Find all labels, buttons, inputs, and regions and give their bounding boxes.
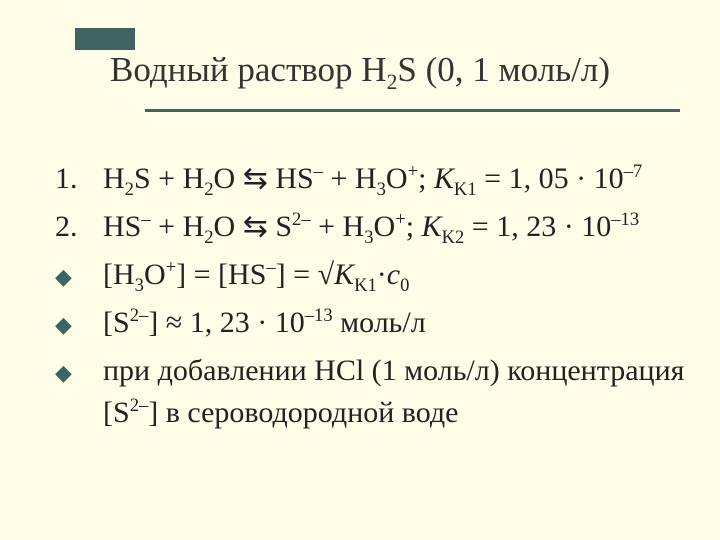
- list-item: ◆ при добавлении HCl (1 моль/л) концентр…: [55, 350, 685, 434]
- accent-bar: [75, 28, 135, 50]
- title-prefix: Водный раствор H: [110, 50, 387, 89]
- slide: Водный раствор H2S (0, 1 моль/л) 1. H2S …: [0, 0, 720, 540]
- diamond-icon: ◆: [55, 302, 103, 341]
- title-sub: 2: [387, 70, 398, 94]
- title-rule: [145, 109, 680, 112]
- item-text: H2S + H2O ⇆ HS– + H3O+; KK1 = 1, 05 · 10…: [103, 158, 685, 200]
- slide-title: Водный раствор H2S (0, 1 моль/л): [110, 48, 690, 92]
- list-item: ◆ [H3O+] = [HS–] = √KK1·c0: [55, 254, 685, 296]
- item-text: при добавлении HCl (1 моль/л) концентрац…: [103, 350, 685, 434]
- title-suffix: S (0, 1 моль/л): [397, 50, 610, 89]
- item-text: [S2–] ≈ 1, 23 · 10–13 моль/л: [103, 302, 685, 344]
- list-item: 1. H2S + H2O ⇆ HS– + H3O+; KK1 = 1, 05 ·…: [55, 158, 685, 200]
- diamond-icon: ◆: [55, 254, 103, 293]
- item-text: [H3O+] = [HS–] = √KK1·c0: [103, 254, 685, 296]
- item-marker: 1.: [55, 158, 103, 200]
- list-item: ◆ [S2–] ≈ 1, 23 · 10–13 моль/л: [55, 302, 685, 344]
- item-text: HS– + H2O ⇆ S2– + H3O+; KK2 = 1, 23 · 10…: [103, 206, 685, 248]
- item-marker: 2.: [55, 206, 103, 248]
- diamond-icon: ◆: [55, 350, 103, 389]
- content-area: 1. H2S + H2O ⇆ HS– + H3O+; KK1 = 1, 05 ·…: [55, 158, 685, 440]
- list-item: 2. HS– + H2O ⇆ S2– + H3O+; KK2 = 1, 23 ·…: [55, 206, 685, 248]
